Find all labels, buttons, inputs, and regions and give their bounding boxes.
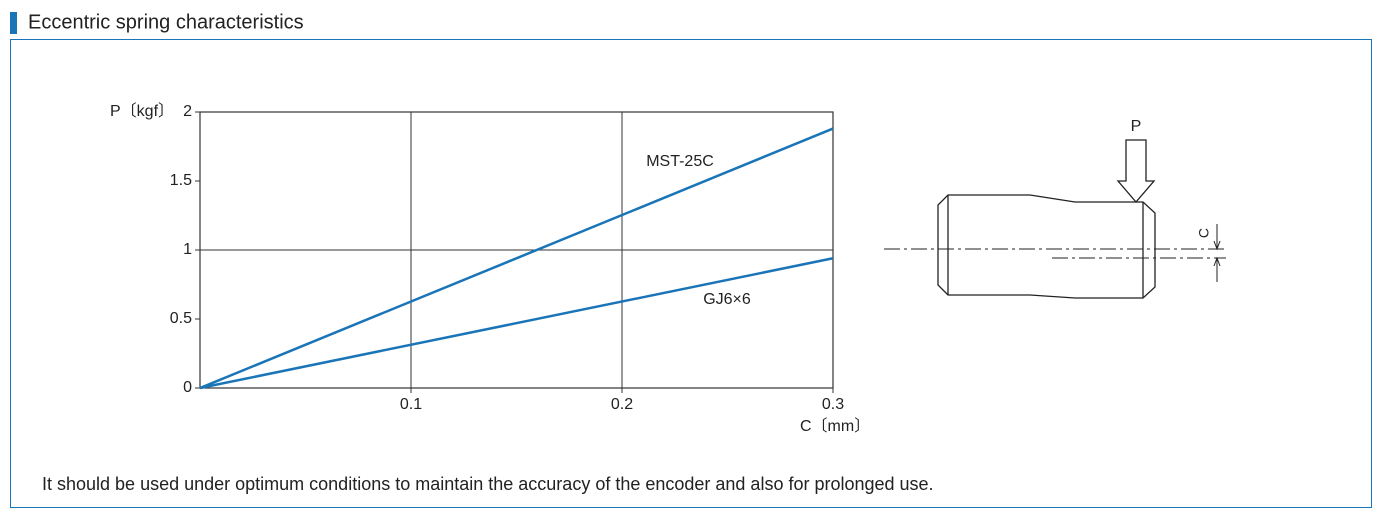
force-arrow: [1116, 139, 1156, 203]
title-marker: [10, 12, 17, 34]
series-label: MST-25C: [646, 153, 714, 170]
panel-border: [10, 39, 1372, 508]
series-line: [199, 257, 834, 390]
x-axis-label: C〔mm〕: [800, 417, 870, 435]
series-label: GJ6×6: [703, 291, 751, 308]
note: It should be used under optimum conditio…: [42, 474, 934, 494]
y-axis-label: P〔kgf〕: [110, 102, 174, 120]
x-tick-label: 0.1: [400, 396, 422, 413]
y-tick-label: 0: [183, 379, 192, 396]
x-tick-label: 0.3: [822, 396, 844, 413]
x-tick-label: 0.2: [611, 396, 633, 413]
shaft-outline: [937, 194, 1156, 299]
series-line: [199, 127, 834, 390]
force-label: P: [1131, 118, 1142, 135]
offset-label: C: [1196, 228, 1212, 238]
y-tick-label: 1: [183, 241, 192, 258]
spring-diagram: [884, 139, 1226, 299]
chart: P〔kgf〕 C〔mm〕 0 0.5 1 1.5 2 0.1 0.2 0.3 MST-25C GJ…: [110, 102, 870, 435]
section-title: Eccentric spring characteristics: [28, 11, 304, 33]
y-tick-label: 2: [183, 103, 192, 120]
y-tick-label: 1.5: [170, 172, 192, 189]
dimension-arrows: [1213, 240, 1221, 267]
y-tick-label: 0.5: [170, 310, 192, 327]
